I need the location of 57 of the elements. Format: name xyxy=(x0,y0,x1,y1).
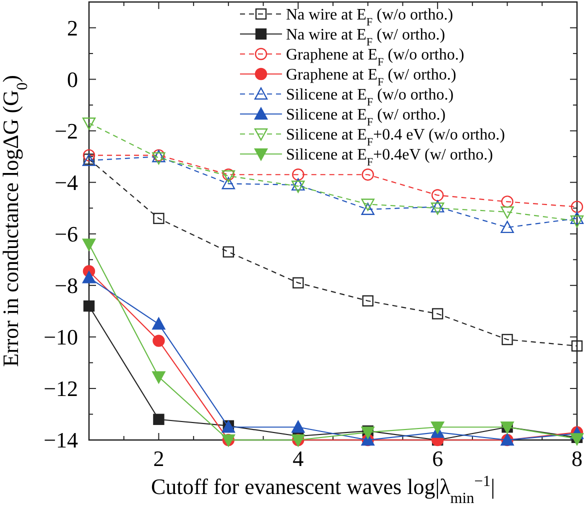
point xyxy=(430,200,444,212)
point xyxy=(571,340,583,352)
legend-label: Graphene at E$_{F}$ (w/o ortho.) xyxy=(286,46,464,69)
point xyxy=(430,202,444,215)
point xyxy=(362,168,374,181)
point xyxy=(292,420,305,433)
x-tick-label: 8 xyxy=(572,446,582,471)
point xyxy=(82,271,96,284)
point xyxy=(83,300,95,312)
point xyxy=(152,371,166,384)
y-tick-label: −14 xyxy=(44,428,78,453)
y-tick-label: −10 xyxy=(44,324,78,350)
point xyxy=(502,334,513,346)
point xyxy=(292,168,304,181)
legend-label: Silicene at E$_{F}$ (w/o ortho.) xyxy=(286,86,454,109)
point xyxy=(570,200,584,213)
point xyxy=(222,177,236,190)
legend-label: Graphene at E$_{F}$ (w/ ortho.) xyxy=(286,66,456,89)
point xyxy=(432,308,444,320)
point xyxy=(361,202,374,216)
y-tick-label: −2 xyxy=(54,118,78,144)
point xyxy=(152,334,165,347)
point xyxy=(361,198,374,211)
point xyxy=(292,180,305,193)
point xyxy=(153,212,164,224)
x-axis-title: Cutoff for evanescent waves log|λ$_{min}$$^{−1}$| xyxy=(150,472,496,506)
point xyxy=(152,317,166,330)
point xyxy=(500,206,514,219)
legend-label: Na wire at E$_{F}$ (w/ ortho.) xyxy=(286,26,446,49)
point xyxy=(500,220,514,234)
x-tick-label: 2 xyxy=(153,446,164,471)
point xyxy=(501,196,514,208)
point xyxy=(152,152,166,164)
point xyxy=(82,149,96,162)
y-tick-label: −8 xyxy=(54,273,78,298)
point xyxy=(292,178,305,191)
x-tick-label: 6 xyxy=(432,446,444,471)
point xyxy=(82,238,96,251)
y-tick-label: −12 xyxy=(44,376,78,402)
point xyxy=(82,117,96,130)
point xyxy=(570,215,584,228)
legend-label: Silicene at E$_{F}$+0.4eV (w/ ortho.) xyxy=(286,146,493,169)
point xyxy=(222,246,234,258)
point xyxy=(153,414,164,425)
point xyxy=(430,422,444,434)
point xyxy=(570,212,584,224)
legend-label: Silicene at E$_{F}$+0.4 eV (w/o ortho.) xyxy=(286,126,505,149)
y-tick-label: 0 xyxy=(67,66,78,92)
legend-label: Na wire at E$_{F}$ (w/o ortho.) xyxy=(286,6,454,29)
point xyxy=(362,295,374,306)
point xyxy=(431,189,444,202)
x-tick-label: 4 xyxy=(292,446,304,471)
legend-label: Silicene at E$_{F}$ (w/ ortho.) xyxy=(286,106,446,129)
y-tick-label: −6 xyxy=(54,222,78,247)
y-tick-label: −4 xyxy=(54,170,78,196)
y-tick-label: 2 xyxy=(67,15,78,40)
point xyxy=(292,277,304,288)
